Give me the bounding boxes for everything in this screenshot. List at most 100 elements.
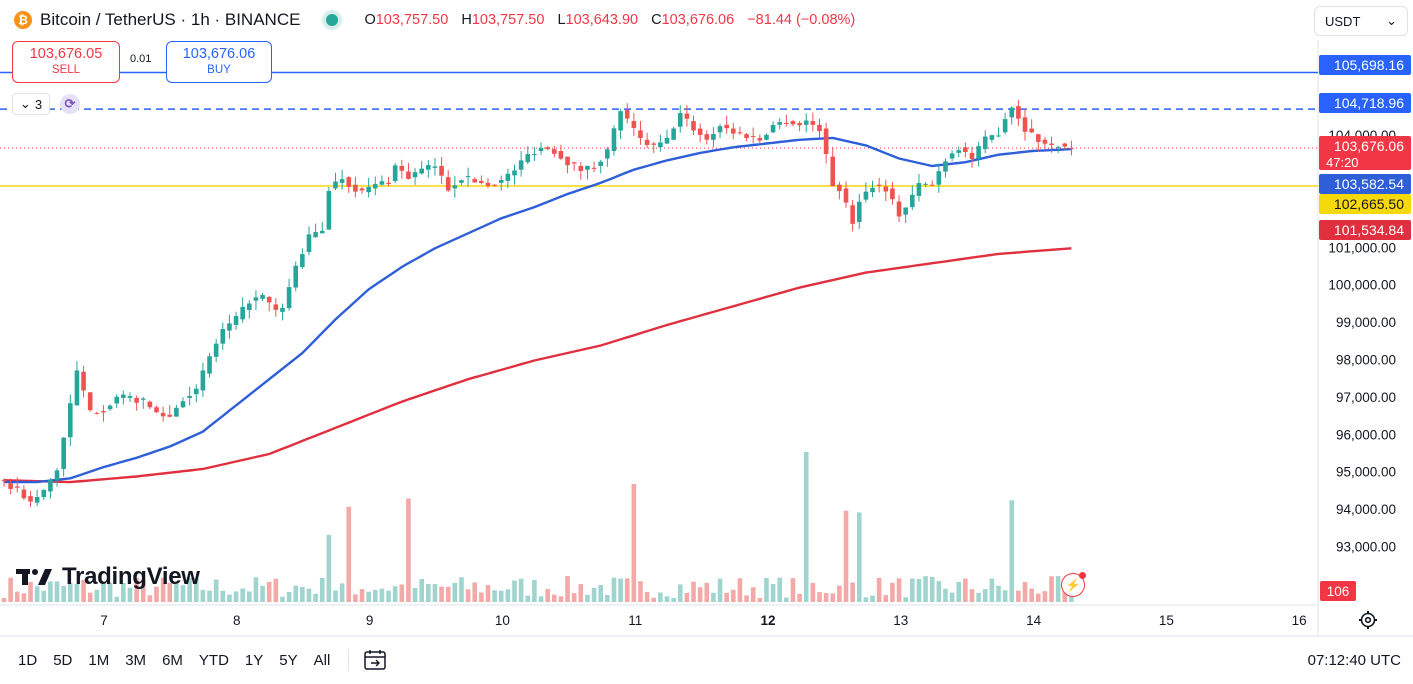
volume-bar [850, 582, 855, 602]
candle-body [943, 161, 948, 172]
range-1d-button[interactable]: 1D [18, 651, 38, 669]
candle-body [631, 121, 637, 128]
x-tick-label: 8 [233, 613, 241, 628]
candle-body [87, 392, 93, 411]
range-ytd-button[interactable]: YTD [198, 651, 229, 669]
candle-body [823, 128, 829, 154]
volume-bar [611, 577, 617, 602]
candle-body [850, 205, 855, 224]
volume-bar [34, 586, 40, 602]
candle-body [684, 113, 690, 119]
sync-icon[interactable]: ⟳ [60, 94, 80, 114]
y-tick-label: 95,000.00 [1336, 465, 1396, 480]
candle-body [333, 181, 338, 189]
volume-bar [976, 592, 981, 602]
candle-body [538, 147, 544, 152]
volume-bar [386, 590, 391, 602]
tradingview-logo[interactable]: TradingView [16, 563, 200, 591]
volume-bar [684, 592, 690, 602]
candle-body [187, 395, 192, 398]
volume-bar [512, 580, 517, 602]
candle-body [1009, 107, 1015, 118]
candle-body [286, 287, 292, 309]
candle-body [837, 184, 842, 192]
volume-bar [101, 582, 106, 602]
candle-body [273, 304, 279, 310]
volume-bar [479, 592, 484, 602]
volume-bar [492, 590, 497, 602]
candle-body [406, 171, 411, 179]
lightning-icon[interactable]: ⚡ [1061, 573, 1085, 597]
candle-body [339, 179, 345, 183]
range-5y-button[interactable]: 5Y [279, 651, 298, 669]
candle-body [61, 437, 66, 469]
range-5d-button[interactable]: 5D [53, 651, 73, 669]
range-all-button[interactable]: All [313, 651, 331, 669]
currency-select[interactable]: USDT ⌄ [1314, 6, 1408, 36]
candle-body [21, 489, 27, 499]
toolbar-divider [348, 649, 350, 671]
y-tick-label: 100,000.00 [1328, 278, 1396, 293]
volume-bar [392, 586, 398, 602]
y-tick-label: 101,000.00 [1328, 240, 1396, 255]
volume-bar [545, 589, 550, 602]
price-tag [1319, 194, 1411, 214]
volume-bar [532, 579, 537, 602]
candle-body [386, 182, 391, 184]
candle-body [903, 207, 908, 215]
candle-body [591, 167, 597, 169]
candle-body [890, 188, 895, 200]
volume-bar [525, 595, 531, 602]
volume-bar [200, 589, 206, 602]
candle-body [233, 316, 239, 325]
indicators-toggle[interactable]: ⌄ 3 [12, 93, 50, 115]
candle-body [982, 136, 988, 150]
volume-bar [518, 578, 524, 602]
volume-bar [160, 577, 166, 602]
candle-body [505, 173, 511, 181]
volume-bar [969, 589, 975, 602]
candle-body [313, 232, 318, 238]
volume-bar [505, 589, 511, 602]
candle-body [518, 160, 524, 170]
volume-bar [870, 595, 875, 602]
range-1m-button[interactable]: 1M [88, 651, 110, 669]
candle-body [426, 165, 431, 170]
symbol-title[interactable]: Bitcoin / TetherUS · 1h · BINANCE [40, 10, 301, 29]
candle-body [107, 405, 113, 410]
sell-price: 103,676.05 [29, 46, 103, 62]
candle-body [326, 190, 332, 230]
volume-bar [631, 484, 637, 602]
range-3m-button[interactable]: 3M [125, 651, 147, 669]
volume-bar [213, 579, 219, 602]
volume-bar [551, 594, 557, 602]
volume-bar [757, 597, 763, 602]
volume-bar [963, 578, 968, 602]
range-1y-button[interactable]: 1Y [244, 651, 264, 669]
price-tag [1319, 220, 1411, 240]
range-6m-button[interactable]: 6M [162, 651, 183, 669]
buy-button[interactable]: 103,676.06 BUY [166, 41, 272, 83]
volume-bar [94, 589, 100, 602]
price-tag-label: 105,698.16 [1334, 57, 1404, 73]
x-tick-label: 12 [760, 613, 775, 628]
volume-bar [823, 593, 829, 602]
volume-bar [187, 577, 192, 602]
buy-label: BUY [207, 64, 231, 76]
settings-gear-icon[interactable] [1358, 610, 1378, 630]
y-tick-label: 96,000.00 [1336, 427, 1396, 442]
candle-body [306, 234, 312, 253]
x-tick-label: 14 [1026, 613, 1042, 628]
calendar-goto-icon[interactable] [363, 649, 387, 671]
sell-label: SELL [51, 64, 81, 76]
sell-button[interactable]: 103,676.05 SELL [12, 41, 120, 83]
volume-bar [731, 589, 736, 602]
candle-body [300, 254, 305, 267]
volume-bar [1029, 588, 1034, 602]
price-tag-label: 104,718.96 [1334, 95, 1404, 111]
candle-body [459, 180, 464, 183]
candle-body [1062, 143, 1068, 147]
x-tick-label: 15 [1159, 613, 1174, 628]
candle-body [167, 414, 173, 417]
